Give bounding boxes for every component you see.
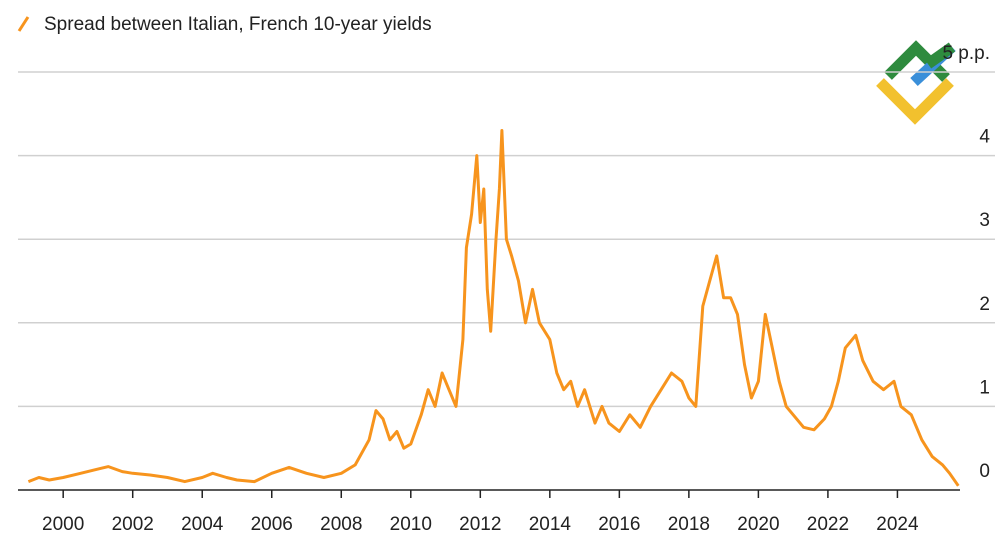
x-tick-label: 2008 [320,514,362,535]
x-tick-label: 2012 [459,514,501,535]
logo [876,40,956,125]
y-tick-label: 0 [979,461,990,482]
x-tick-label: 2014 [529,514,572,535]
legend-icon [17,16,30,32]
x-tick-label: 2006 [251,514,293,535]
y-tick-label: 1 [979,377,990,398]
x-tick-label: 2016 [598,514,640,535]
x-tick-label: 2020 [737,514,779,535]
x-tick-label: 2004 [181,514,224,535]
chart-title: Spread between Italian, French 10-year y… [44,14,432,35]
y-tick-label: 3 [979,210,990,231]
y-tick-label: 5 p.p. [942,43,990,64]
y-tick-label: 2 [979,294,990,315]
x-tick-label: 2002 [112,514,154,535]
y-tick-label: 4 [979,127,990,148]
x-tick-label: 2022 [807,514,849,535]
x-tick-label: 2018 [668,514,710,535]
x-tick-label: 2010 [390,514,432,535]
x-tick-label: 2000 [42,514,84,535]
series-line [27,129,960,487]
x-tick-label: 2024 [876,514,919,535]
